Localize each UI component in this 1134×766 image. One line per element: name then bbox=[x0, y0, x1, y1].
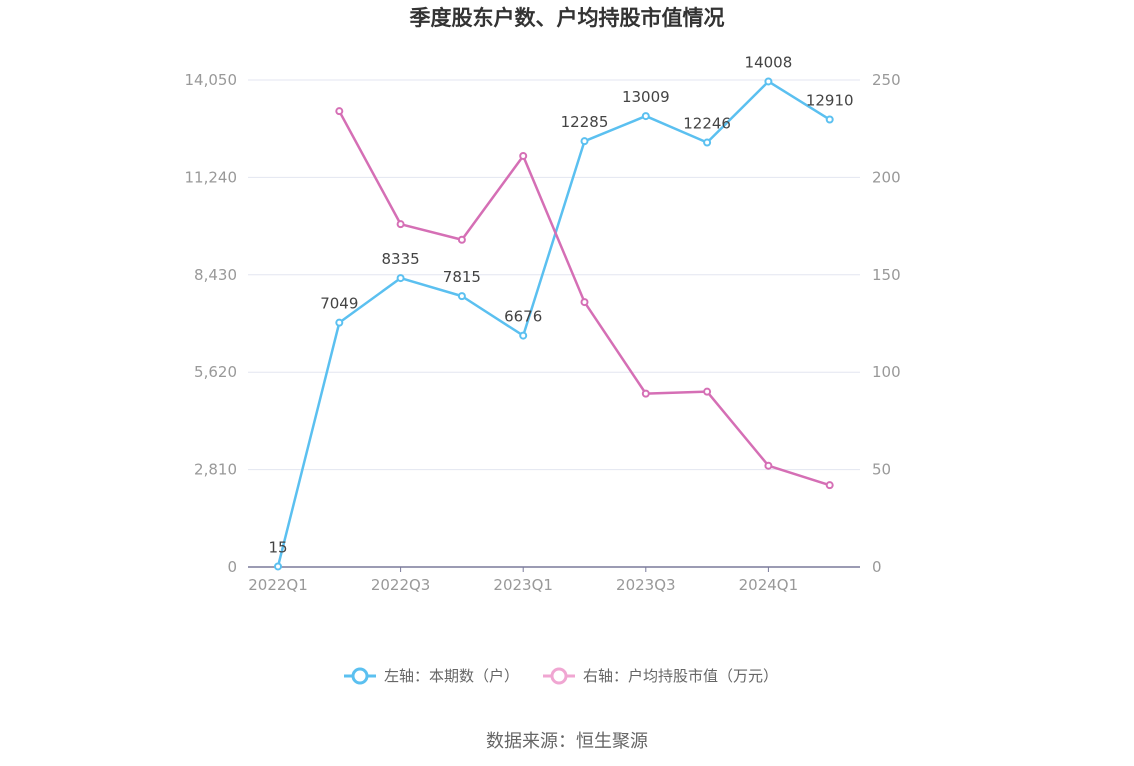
right-tick-label: 200 bbox=[872, 168, 901, 186]
left-tick-label: 14,050 bbox=[185, 71, 238, 89]
grid bbox=[248, 79, 860, 471]
data-point[interactable] bbox=[703, 387, 712, 396]
x-tick-label: 2022Q3 bbox=[371, 576, 431, 594]
data-point[interactable] bbox=[335, 107, 344, 116]
left-tick-label: 8,430 bbox=[194, 266, 237, 284]
data-point[interactable] bbox=[641, 112, 650, 121]
legend-label-right: 右轴：户均持股市值（万元） bbox=[583, 667, 778, 685]
data-point[interactable] bbox=[519, 331, 528, 340]
legend: 左轴：本期数（户） 右轴：户均持股市值（万元） bbox=[344, 667, 778, 685]
data-label: 7049 bbox=[320, 295, 358, 313]
x-tick-label: 2024Q1 bbox=[739, 576, 799, 594]
left-tick-label: 0 bbox=[227, 558, 237, 576]
data-point[interactable] bbox=[641, 389, 650, 398]
data-point[interactable] bbox=[764, 461, 773, 470]
data-label: 13009 bbox=[622, 88, 670, 106]
data-point[interactable] bbox=[825, 115, 834, 124]
data-label: 12285 bbox=[561, 113, 609, 131]
data-point[interactable] bbox=[703, 138, 712, 147]
data-point[interactable] bbox=[825, 481, 834, 490]
legend-item-left-series[interactable]: 左轴：本期数（户） bbox=[344, 667, 519, 685]
data-label: 8335 bbox=[382, 250, 420, 268]
left-y-axis: 0 2,810 5,620 8,430 11,240 14,050 bbox=[185, 71, 238, 576]
data-point[interactable] bbox=[764, 77, 773, 86]
series-points bbox=[274, 77, 834, 571]
chart-title: 季度股东户数、户均持股市值情况 bbox=[410, 6, 725, 30]
data-point[interactable] bbox=[580, 137, 589, 146]
data-point[interactable] bbox=[580, 298, 589, 307]
x-tick-label: 2023Q3 bbox=[616, 576, 676, 594]
x-axis: 2022Q1 2022Q3 2023Q1 2023Q3 2024Q1 bbox=[248, 566, 860, 594]
right-tick-label: 0 bbox=[872, 558, 882, 576]
data-point[interactable] bbox=[335, 318, 344, 327]
data-point[interactable] bbox=[396, 220, 405, 229]
right-y-axis: 0 50 100 150 200 250 bbox=[872, 71, 901, 576]
data-label: 12910 bbox=[806, 92, 854, 110]
data-point[interactable] bbox=[274, 562, 282, 571]
left-tick-label: 5,620 bbox=[194, 363, 237, 381]
data-point[interactable] bbox=[519, 151, 528, 160]
right-tick-label: 50 bbox=[872, 461, 891, 479]
series-line-holders bbox=[276, 80, 831, 567]
right-tick-label: 100 bbox=[872, 363, 901, 381]
data-point[interactable] bbox=[396, 274, 405, 283]
data-label: 6676 bbox=[504, 308, 542, 326]
data-label: 15 bbox=[268, 538, 287, 556]
left-tick-label: 11,240 bbox=[185, 168, 238, 186]
source-note: 数据来源：恒生聚源 bbox=[486, 731, 648, 752]
legend-marker-right bbox=[550, 667, 568, 685]
x-tick-label: 2022Q1 bbox=[248, 576, 308, 594]
legend-item-right-series[interactable]: 右轴：户均持股市值（万元） bbox=[543, 667, 778, 685]
right-tick-label: 250 bbox=[872, 71, 901, 89]
legend-label-left: 左轴：本期数（户） bbox=[384, 667, 519, 685]
x-tick-label: 2023Q1 bbox=[493, 576, 553, 594]
data-point[interactable] bbox=[457, 235, 466, 244]
data-label: 12246 bbox=[683, 115, 731, 133]
right-tick-label: 150 bbox=[872, 266, 901, 284]
left-tick-label: 2,810 bbox=[194, 461, 237, 479]
series-lines bbox=[276, 80, 831, 567]
data-point[interactable] bbox=[457, 292, 466, 301]
data-label: 7815 bbox=[443, 268, 481, 286]
data-labels: 15 7049 8335 7815 6676 12285 13009 12246 14008 12… bbox=[268, 53, 853, 556]
data-label: 14008 bbox=[745, 53, 793, 71]
legend-marker-left bbox=[351, 667, 369, 685]
